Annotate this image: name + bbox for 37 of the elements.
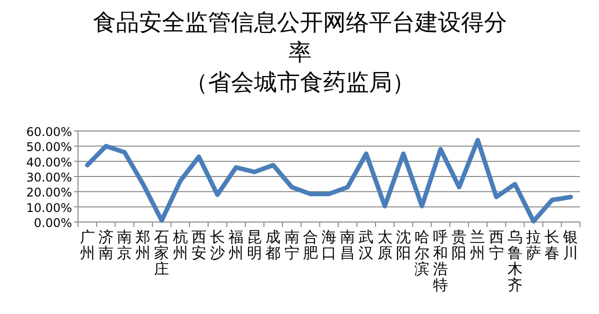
y-tick-label: 60.00% [26,125,72,139]
x-tick-label: 郑州 [136,228,151,262]
x-tick-label: 长春 [544,228,560,262]
x-tick-label: 济南 [98,228,114,262]
y-tick-label: 20.00% [26,186,72,200]
x-tick-label: 乌鲁木齐 [507,228,522,294]
x-tick-label: 贵阳 [452,228,467,262]
chart-subtitle: （省会城市食药监局） [184,69,416,98]
x-tick-label: 杭州 [172,228,188,262]
x-tick-label: 武汉 [358,228,374,262]
x-tick-label: 拉萨 [526,228,542,262]
x-tick-label: 成都 [266,228,281,262]
x-tick-label: 昆明 [247,228,262,262]
x-tick-label: 呼和浩特 [433,228,448,294]
x-tick-label: 石家庄 [154,228,170,278]
y-tick-label: 10.00% [26,200,72,215]
y-tick-label: 30.00% [26,170,72,184]
x-tick-label: 广州 [80,228,95,262]
x-tick-label: 福州 [228,228,244,262]
x-tick-label: 南宁 [284,228,300,262]
y-tick-label: 40.00% [26,155,72,170]
x-tick-label: 西宁 [488,228,504,262]
chart-title: 食品安全监管信息公开网络平台建设得分率 [92,9,508,68]
x-tick-label: 合肥 [302,228,318,262]
x-tick-label: 海口 [322,228,336,262]
x-tick-label: 西安 [191,228,206,262]
x-tick-label: 银川 [562,228,578,262]
line-series [85,138,573,224]
x-tick-label: 沈阳 [396,228,411,262]
x-tick-label: 南京 [116,228,132,262]
x-tick-label: 哈尔滨 [414,228,430,278]
x-tick-label: 长沙 [210,228,225,262]
y-tick-label: 0.00% [34,216,72,230]
x-tick-label: 南昌 [340,228,356,262]
y-tick-label: 50.00% [26,140,72,154]
x-tick-label: 太原 [377,228,392,262]
x-tick-label: 兰州 [470,228,486,262]
